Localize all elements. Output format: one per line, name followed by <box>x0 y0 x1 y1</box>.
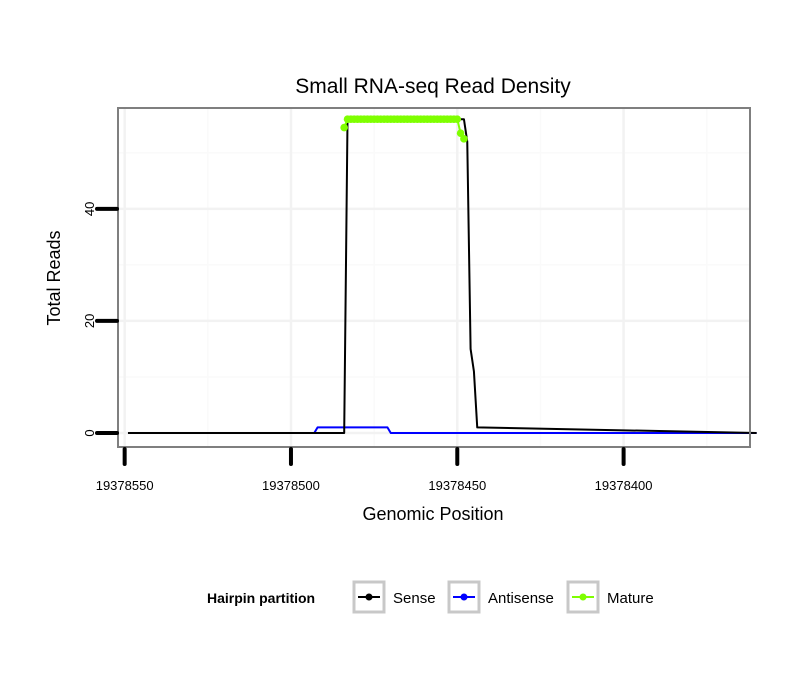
x-tick-label: 19378550 <box>96 478 154 493</box>
axes: 0 20 40 19378550 19378500 19378450 19378400 <box>82 202 653 493</box>
legend-point-mature <box>579 593 587 601</box>
legend-item-sense: Sense <box>352 580 436 614</box>
panel-background <box>118 108 750 447</box>
y-tick-label: 40 <box>82 202 97 216</box>
plot-border <box>117 107 751 448</box>
x-tick-label: 19378400 <box>595 478 653 493</box>
plot-panel <box>118 108 750 447</box>
x-axis-label: Genomic Position <box>362 504 503 524</box>
legend-item-antisense: Antisense <box>447 580 554 614</box>
series-line-sense <box>127 118 757 434</box>
data-point-mature <box>460 135 468 143</box>
y-tick-label: 0 <box>82 429 97 436</box>
legend-label-antisense: Antisense <box>488 590 554 607</box>
legend-title: Hairpin partition <box>207 590 315 606</box>
data-point-mature <box>456 129 465 138</box>
legend-item-mature: Mature <box>566 580 654 614</box>
data-point-mature <box>453 115 462 124</box>
legend-label-sense: Sense <box>393 590 436 607</box>
series-layer <box>127 115 757 434</box>
chart-title: Small RNA-seq Read Density <box>295 75 571 98</box>
legend-point-sense <box>365 593 373 601</box>
x-tick-label: 19378500 <box>262 478 320 493</box>
legend-label-mature: Mature <box>607 590 654 607</box>
legend: Hairpin partition Sense Antisense Mature <box>207 580 654 614</box>
legend-point-antisense <box>460 593 468 601</box>
x-tick-label: 19378450 <box>428 478 486 493</box>
data-point-mature <box>340 123 348 132</box>
y-tick-label: 20 <box>82 314 97 328</box>
y-axis-label: Total Reads <box>44 230 64 325</box>
